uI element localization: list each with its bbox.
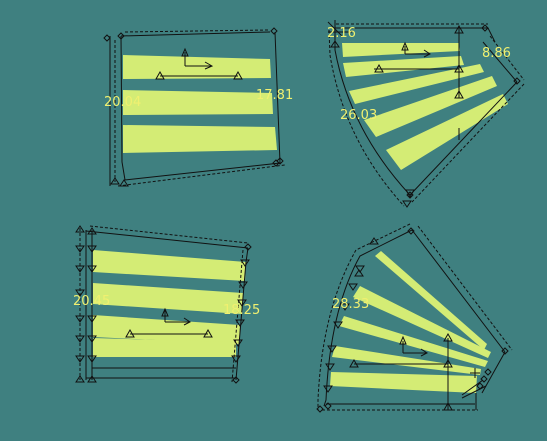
outline: [327, 20, 525, 207]
label-a: 2.16: [327, 26, 356, 41]
stripe: [339, 316, 488, 367]
stripe: [123, 90, 273, 115]
outline: [317, 223, 513, 411]
stripe: [375, 251, 487, 350]
stripe: [93, 283, 243, 314]
stripe: [343, 56, 464, 77]
label-a: 28.33: [332, 297, 369, 312]
stripes: [342, 43, 508, 170]
stripe: [123, 125, 277, 153]
outline: [79, 225, 249, 383]
stripes: [123, 55, 277, 153]
stripe: [353, 286, 491, 358]
stripe: [123, 55, 271, 79]
stripe: [364, 76, 497, 137]
stripe: [342, 43, 460, 57]
markers: [103, 27, 284, 187]
label-a: 20.45: [73, 294, 110, 309]
label-c: 26.03: [340, 108, 377, 123]
label-a: 20.04: [104, 95, 141, 110]
stripe: [386, 94, 508, 170]
markers: [316, 227, 509, 413]
panel-top-left: 20.04 17.81: [103, 27, 293, 187]
outline: [109, 29, 286, 187]
label-b: 8.86: [482, 46, 511, 61]
stripe: [93, 250, 246, 281]
stripe: [330, 372, 477, 393]
markers: [75, 225, 252, 384]
stripe: [332, 346, 481, 375]
label-b: 17.81: [256, 88, 293, 103]
stripes: [330, 251, 491, 393]
markers: [330, 24, 521, 208]
panel-bottom-left: 20.45 18.25: [73, 225, 260, 384]
label-b: 18.25: [223, 303, 260, 318]
stripe: [349, 64, 484, 104]
panel-top-right: 2.16 8.86 26.03: [327, 20, 525, 208]
stripe: [93, 338, 236, 357]
panel-bottom-right: 28.33: [316, 223, 513, 413]
